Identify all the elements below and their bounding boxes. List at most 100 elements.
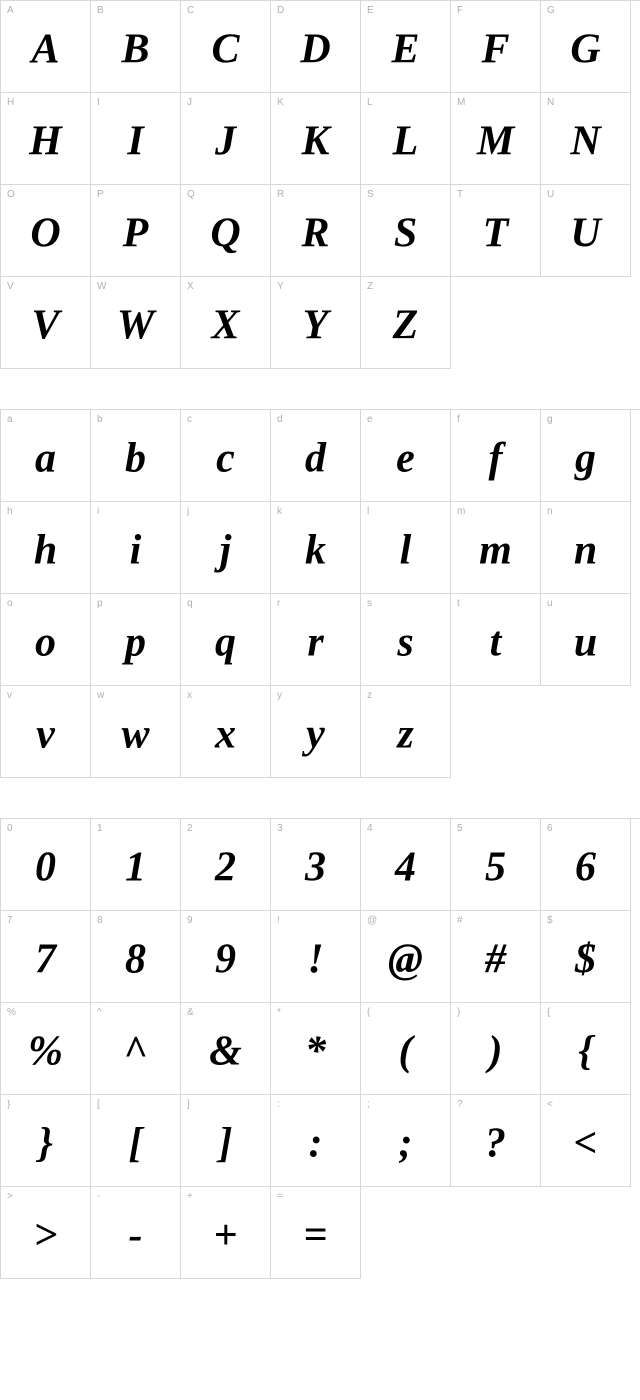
glyph-cell: bb (91, 410, 181, 502)
cell-label: { (547, 1007, 550, 1018)
cell-label: } (7, 1099, 10, 1110)
cell-glyph: < (574, 1119, 598, 1167)
cell-label: I (97, 97, 100, 108)
cell-label: 9 (187, 915, 193, 926)
cell-label: ^ (97, 1007, 102, 1018)
glyph-cell: ;; (361, 1095, 451, 1187)
glyph-cell: JJ (181, 93, 271, 185)
cell-glyph: > (34, 1211, 58, 1259)
glyph-cell: $$ (541, 911, 631, 1003)
cell-glyph: c (216, 434, 235, 482)
cell-label: O (7, 189, 15, 200)
glyph-cell: LL (361, 93, 451, 185)
cell-glyph: A (31, 25, 59, 73)
glyph-cell: )) (451, 1003, 541, 1095)
cell-glyph: n (574, 526, 597, 574)
cell-glyph: U (570, 209, 600, 257)
glyph-cell: [[ (91, 1095, 181, 1187)
cell-glyph: r (307, 618, 323, 666)
cell-label: H (7, 97, 14, 108)
cell-glyph: : (309, 1119, 323, 1167)
cell-glyph: C (211, 25, 239, 73)
cell-label: Y (277, 281, 284, 292)
glyph-cell: qq (181, 594, 271, 686)
glyph-cell: 00 (1, 819, 91, 911)
cell-label: 7 (7, 915, 13, 926)
cell-glyph: 3 (305, 843, 326, 891)
cell-glyph: v (36, 710, 55, 758)
cell-glyph: s (397, 618, 413, 666)
cell-glyph: H (29, 117, 62, 165)
cell-label: W (97, 281, 106, 292)
glyph-cell: hh (1, 502, 91, 594)
cell-label: ) (457, 1007, 460, 1018)
cell-glyph: M (477, 117, 514, 165)
cell-glyph: ! (307, 935, 323, 983)
cell-label: E (367, 5, 374, 16)
cell-glyph: 7 (35, 935, 56, 983)
section-numbers-symbols: 00112233445566778899!!@@##$$%%^^&&**(())… (0, 818, 640, 1279)
cell-glyph: I (127, 117, 143, 165)
cell-label: D (277, 5, 284, 16)
glyph-cell: == (271, 1187, 361, 1279)
glyph-cell: aa (1, 410, 91, 502)
cell-label: C (187, 5, 194, 16)
cell-glyph: e (396, 434, 415, 482)
cell-label: L (367, 97, 373, 108)
cell-glyph: ^ (124, 1027, 148, 1075)
cell-label: [ (97, 1099, 100, 1110)
cell-glyph: O (30, 209, 60, 257)
cell-glyph: o (35, 618, 56, 666)
cell-label: & (187, 1007, 194, 1018)
glyph-cell: EE (361, 1, 451, 93)
glyph-cell: QQ (181, 185, 271, 277)
glyph-cell: 99 (181, 911, 271, 1003)
cell-glyph: Y (303, 301, 329, 349)
glyph-cell: ll (361, 502, 451, 594)
cell-label: v (7, 690, 12, 701)
cell-label: V (7, 281, 14, 292)
cell-glyph: ? (485, 1119, 506, 1167)
cell-label: X (187, 281, 194, 292)
glyph-cell: ?? (451, 1095, 541, 1187)
cell-glyph: E (391, 25, 419, 73)
cell-glyph: 5 (485, 843, 506, 891)
cell-glyph: - (129, 1211, 143, 1259)
glyph-cell: 22 (181, 819, 271, 911)
cell-label: l (367, 506, 369, 517)
cell-glyph: b (125, 434, 146, 482)
glyph-cell: ## (451, 911, 541, 1003)
cell-label: y (277, 690, 282, 701)
cell-label: $ (547, 915, 553, 926)
glyph-cell: XX (181, 277, 271, 369)
glyph-grid: aabbccddeeffgghhiijjkkllmmnnooppqqrrsstt… (0, 409, 640, 778)
cell-glyph: p (125, 618, 146, 666)
cell-glyph: N (570, 117, 600, 165)
glyph-cell: VV (1, 277, 91, 369)
glyph-cell: uu (541, 594, 631, 686)
cell-glyph: l (400, 526, 412, 574)
cell-glyph: ( (399, 1027, 413, 1075)
cell-label: 0 (7, 823, 13, 834)
cell-label: S (367, 189, 374, 200)
glyph-cell: OO (1, 185, 91, 277)
cell-label: T (457, 189, 463, 200)
cell-glyph: P (123, 209, 149, 257)
cell-glyph: F (481, 25, 509, 73)
cell-label: J (187, 97, 192, 108)
cell-glyph: # (485, 935, 506, 983)
cell-label: p (97, 598, 103, 609)
glyph-cell: 44 (361, 819, 451, 911)
cell-label: r (277, 598, 280, 609)
cell-glyph: m (479, 526, 512, 574)
cell-glyph: V (31, 301, 59, 349)
glyph-cell: 66 (541, 819, 631, 911)
cell-label: ? (457, 1099, 463, 1110)
glyph-cell: TT (451, 185, 541, 277)
glyph-cell: ss (361, 594, 451, 686)
glyph-cell: ** (271, 1003, 361, 1095)
glyph-cell: ZZ (361, 277, 451, 369)
glyph-cell: jj (181, 502, 271, 594)
cell-label: F (457, 5, 463, 16)
glyph-cell: xx (181, 686, 271, 778)
